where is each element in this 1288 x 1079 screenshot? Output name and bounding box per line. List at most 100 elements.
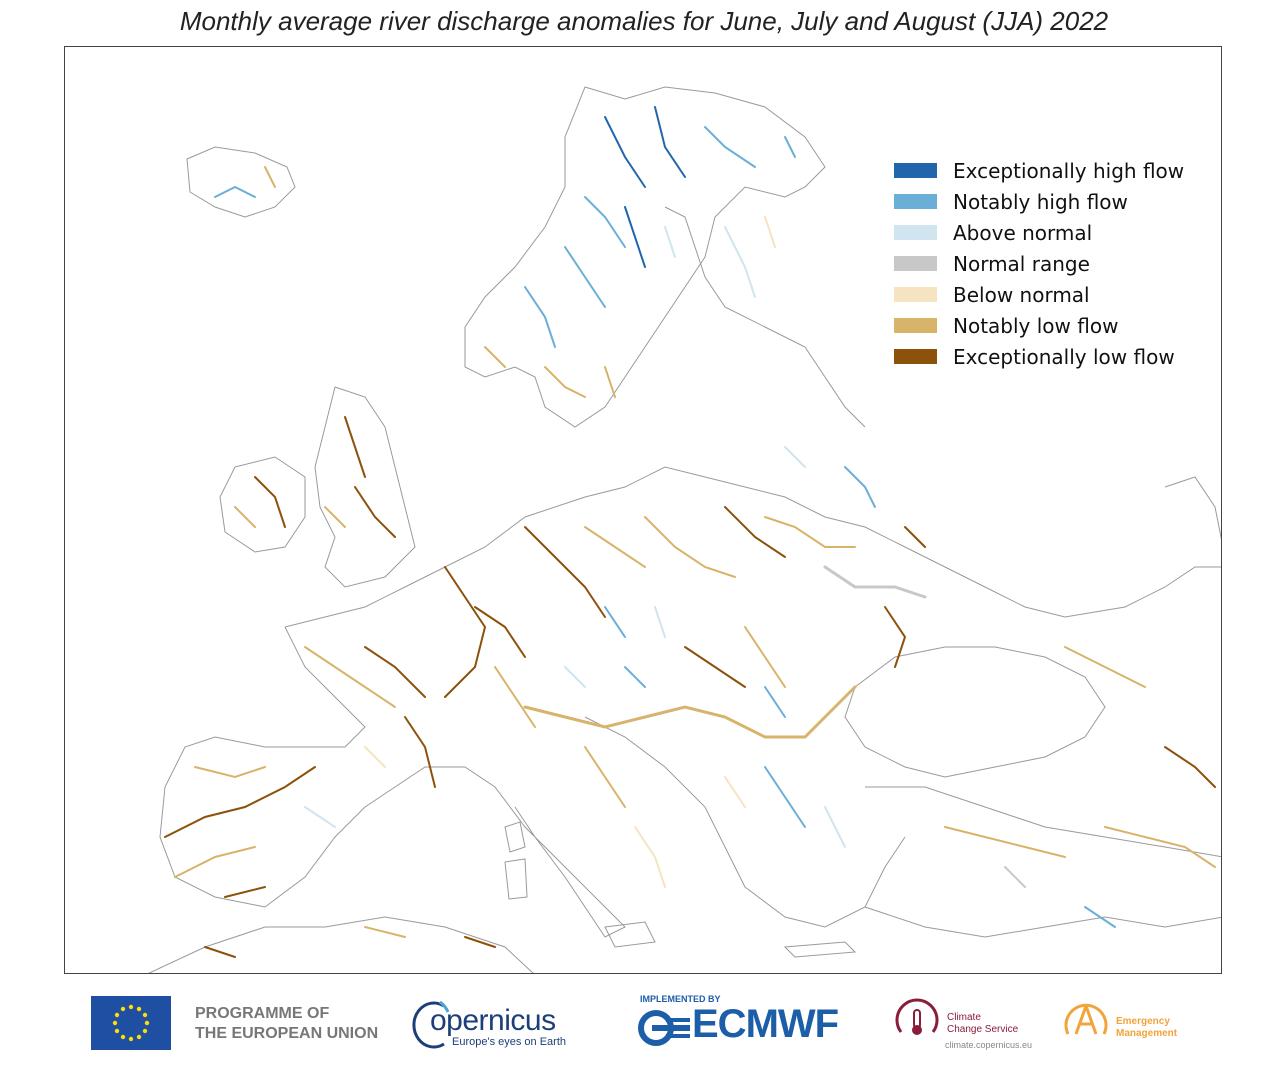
sicily xyxy=(604,921,656,948)
river-segment xyxy=(214,185,256,198)
eu-stars-icon xyxy=(112,1004,150,1042)
river-segment xyxy=(604,116,646,188)
river-segment xyxy=(304,806,336,828)
river-segment xyxy=(823,565,927,599)
legend-item-exceptionally-low: Exceptionally low flow xyxy=(894,341,1184,372)
legend-swatch xyxy=(894,318,937,333)
ireland-coast xyxy=(219,456,306,553)
river-segment xyxy=(364,646,426,698)
anatolia-south xyxy=(864,906,1221,938)
river-segment xyxy=(364,926,406,938)
map-legend: Exceptionally high flow Notably high flo… xyxy=(894,155,1184,372)
river-segment xyxy=(724,506,786,558)
legend-item-notably-low: Notably low flow xyxy=(894,310,1184,341)
britain-coast xyxy=(314,386,416,588)
north-coast xyxy=(284,466,1221,628)
river-segment xyxy=(784,136,796,158)
river-segment xyxy=(844,466,876,508)
copernicus-c-icon xyxy=(412,1000,450,1049)
river-segment xyxy=(474,606,526,658)
eu-line-1: PROGRAMME OF xyxy=(195,1005,330,1022)
river-segment xyxy=(484,346,506,368)
river-segment xyxy=(704,126,756,168)
emergency-icon xyxy=(1064,1003,1108,1035)
river-segment xyxy=(884,606,907,668)
river-segment xyxy=(524,526,606,618)
river-segment xyxy=(664,226,676,258)
anatolia-north xyxy=(865,786,1221,858)
legend-item-above-normal: Above normal xyxy=(894,217,1184,248)
legend-swatch xyxy=(894,225,937,240)
copernicus-tagline: Europe's eyes on Earth xyxy=(452,1036,567,1048)
river-segment xyxy=(744,626,786,688)
crete xyxy=(783,941,857,958)
river-segment xyxy=(494,666,536,728)
river-segment xyxy=(204,946,236,958)
corsica xyxy=(504,821,526,853)
river-segment xyxy=(354,486,396,538)
river-segment xyxy=(584,526,646,568)
iceland-coast xyxy=(186,146,296,218)
river-segment xyxy=(644,516,736,578)
river-segment xyxy=(404,716,436,788)
river-segment xyxy=(764,216,776,248)
eu-programme-text: PROGRAMME OF THE EUROPEAN UNION xyxy=(195,1004,378,1044)
river-segment xyxy=(264,166,276,188)
legend-item-notably-high: Notably high flow xyxy=(894,186,1184,217)
river-segment xyxy=(234,506,256,528)
river-segment xyxy=(224,886,266,898)
river-segment xyxy=(364,746,386,768)
river-segment xyxy=(764,686,786,718)
river-segment xyxy=(604,366,616,398)
adriatic-balkan-coast xyxy=(584,716,906,928)
legend-label: Notably high flow xyxy=(953,189,1128,214)
river-segment xyxy=(604,606,626,638)
eu-flag-logo xyxy=(91,996,171,1050)
sardinia xyxy=(504,858,528,900)
river-segment xyxy=(784,446,806,468)
river-segment xyxy=(344,416,366,478)
legend-item-below-normal: Below normal xyxy=(894,279,1184,310)
river-segment xyxy=(624,666,646,688)
river-segment xyxy=(944,826,1066,858)
copernicus-wordmark: opernicus xyxy=(430,1004,556,1037)
river-segment xyxy=(634,826,666,888)
em-line-2: Management xyxy=(1116,1028,1178,1039)
river-segment xyxy=(1004,866,1026,888)
river-segment xyxy=(164,766,316,838)
river-segment xyxy=(174,846,256,878)
thermometer-icon xyxy=(895,998,939,1035)
legend-swatch xyxy=(894,163,937,178)
legend-swatch xyxy=(894,256,937,271)
river-segment xyxy=(564,666,586,688)
river-segment xyxy=(904,526,926,548)
legend-item-normal-range: Normal range xyxy=(894,248,1184,279)
river-segment xyxy=(584,196,626,248)
river-segment xyxy=(1164,746,1216,788)
c3s-line-1: Climate xyxy=(947,1012,981,1023)
river-segment xyxy=(464,936,496,948)
river-network xyxy=(164,106,1216,958)
legend-label: Notably low flow xyxy=(953,313,1119,338)
map-panel: Exceptionally high flow Notably high flo… xyxy=(64,46,1222,974)
legend-swatch xyxy=(894,194,937,209)
river-segment xyxy=(724,226,756,298)
river-segment xyxy=(254,476,286,528)
river-segment xyxy=(564,246,606,308)
c3s-url: climate.copernicus.eu xyxy=(945,1040,1033,1050)
finland-coast xyxy=(664,206,866,428)
river-segment xyxy=(724,776,746,808)
river-segment xyxy=(654,106,686,178)
river-segment xyxy=(544,366,586,398)
river-segment xyxy=(194,766,266,779)
river-segment xyxy=(764,516,856,548)
river-segment xyxy=(1104,826,1216,868)
legend-label: Exceptionally low flow xyxy=(953,344,1175,369)
europe-map xyxy=(148,86,1221,973)
legend-label: Above normal xyxy=(953,220,1093,245)
river-segment xyxy=(1064,646,1146,688)
ecmwf-wordmark: ECMWF xyxy=(692,1002,839,1046)
black-sea-coast xyxy=(844,646,1106,778)
map-title: Monthly average river discharge anomalie… xyxy=(179,6,1109,36)
legend-label: Below normal xyxy=(953,282,1090,307)
